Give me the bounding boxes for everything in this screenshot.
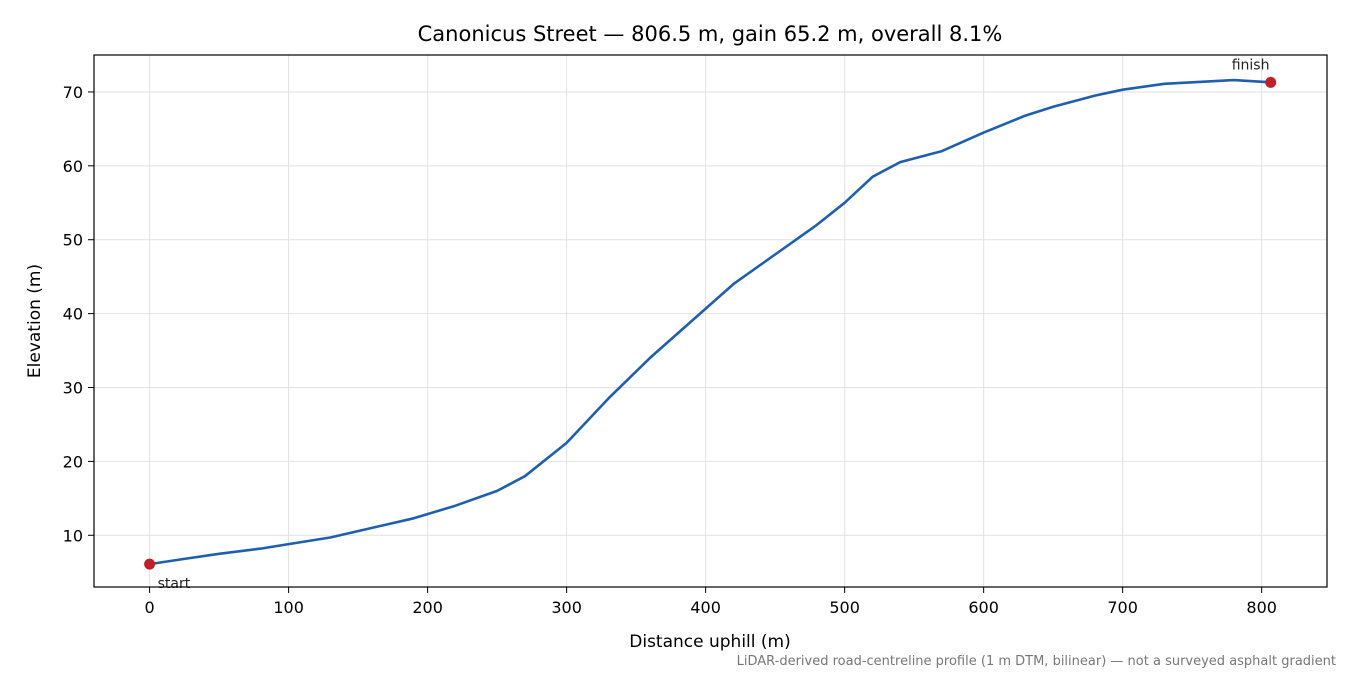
chart-title: Canonicus Street — 806.5 m, gain 65.2 m,… bbox=[418, 22, 1003, 46]
x-tick-label: 200 bbox=[412, 598, 443, 617]
x-axis-label: Distance uphill (m) bbox=[629, 632, 790, 652]
x-tick-label: 100 bbox=[273, 598, 304, 617]
x-tick-label: 600 bbox=[968, 598, 999, 617]
y-tick-label: 10 bbox=[63, 526, 83, 545]
y-tick-label: 20 bbox=[63, 452, 83, 471]
x-tick-label: 400 bbox=[690, 598, 721, 617]
start-marker bbox=[144, 558, 156, 570]
x-tick-label: 0 bbox=[145, 598, 155, 617]
finish-marker bbox=[1265, 76, 1277, 88]
y-axis-label: Elevation (m) bbox=[25, 264, 45, 378]
x-tick-label: 300 bbox=[551, 598, 582, 617]
grid-lines bbox=[94, 55, 1327, 587]
y-tick-label: 30 bbox=[63, 379, 83, 398]
y-tick-label: 50 bbox=[63, 231, 83, 250]
x-tick-label: 800 bbox=[1246, 598, 1277, 617]
x-tick-label: 700 bbox=[1107, 598, 1138, 617]
y-axis-ticks: 10 20 30 40 50 60 70 bbox=[63, 83, 94, 545]
plot-frame bbox=[93, 54, 1328, 588]
elevation-profile-line bbox=[149, 78, 1271, 566]
y-tick-label: 60 bbox=[63, 157, 83, 176]
x-axis-ticks: 0 100 200 300 400 500 600 700 800 bbox=[145, 587, 1277, 617]
y-tick-label: 70 bbox=[63, 83, 83, 102]
finish-label: finish bbox=[1232, 57, 1270, 73]
endpoint-markers: start finish bbox=[144, 57, 1277, 592]
x-tick-label: 500 bbox=[829, 598, 860, 617]
footnote: LiDAR-derived road-centreline profile (1… bbox=[737, 654, 1336, 669]
start-label: start bbox=[158, 576, 191, 592]
y-tick-label: 40 bbox=[63, 305, 83, 324]
